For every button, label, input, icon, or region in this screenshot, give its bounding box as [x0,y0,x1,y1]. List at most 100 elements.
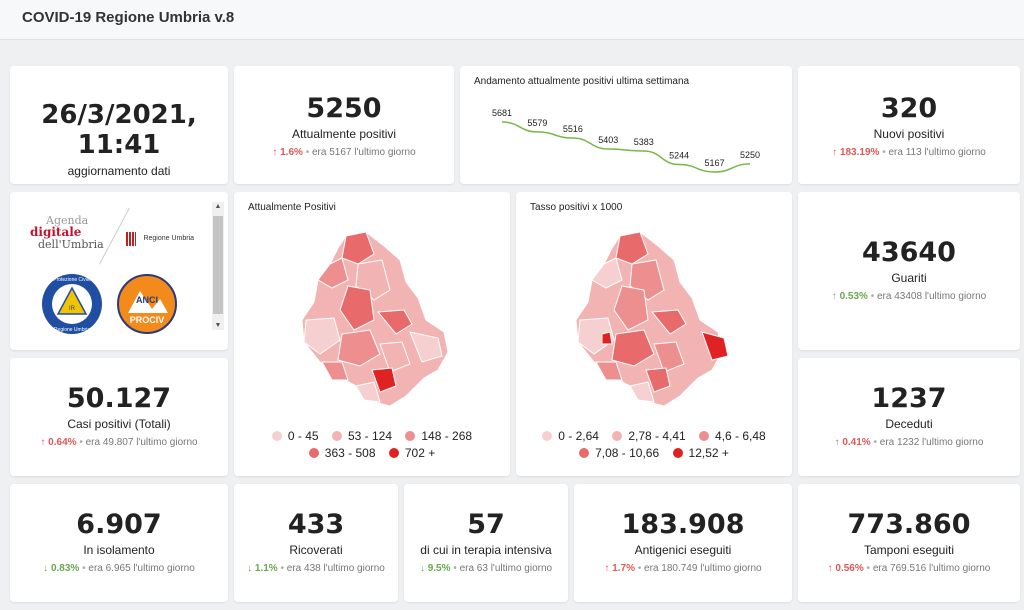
legend-item: 12,52 + [672,445,729,462]
kpi-previous: era 769.516 l'ultimo giorno [872,563,991,574]
arrow-down-icon: ↓ [419,563,425,574]
arrow-up-icon: ↑ [827,563,833,574]
kpi-value: 183.908 [621,509,745,540]
data-label: 5167 [705,158,725,168]
kpi-delta: ↑ 0.53% • era 43408 l'ultimo giorno [798,291,1020,302]
arrow-down-icon: ↓ [43,563,49,574]
kpi-percent: 9.5% [427,563,451,574]
kpi-previous: era 5167 l'ultimo giorno [312,147,416,158]
trend-series-line [501,121,751,173]
scroll-up-icon[interactable]: ▲ [214,203,222,210]
data-label: 5681 [492,108,512,118]
legend-swatch [271,431,282,441]
legend-swatch [672,448,683,458]
kpi-ricoverati: 433 Ricoverati ↓ 1.1% • era 438 l'ultimo… [234,484,398,602]
trend-chart-card: Andamento attualmente positivi ultima se… [460,66,792,184]
arrow-up-icon: ↑ [604,563,610,574]
kpi-label: Antigenici eseguiti [634,543,732,557]
scroll-down-icon[interactable]: ▼ [214,322,222,329]
svg-text:ANCI: ANCI [136,295,158,305]
legend-swatch [699,431,710,441]
kpi-previous: era 49.807 l'ultimo giorno [85,437,198,448]
legend-swatch [388,448,399,458]
update-card: 26/3/2021, 11:41 aggiornamento dati [10,66,228,184]
kpi-label: Casi positivi (Totali) [67,417,171,431]
kpi-deceduti: 1237 Deceduti ↑ 0.41% • era 1232 l'ultim… [798,358,1020,476]
umbria-choropleth-map [301,231,449,407]
map-legend: 0 - 2,64 2,78 - 4,41 4,6 - 6,48 7,08 - 1… [516,428,792,462]
bullet-icon: • [82,563,86,574]
kpi-label: Ricoverati [289,543,343,557]
kpi-guariti: 43640 Guariti ↑ 0.53% • era 43408 l'ulti… [798,192,1020,350]
legend-item: 148 - 268 [405,428,472,445]
arrow-up-icon: ↑ [40,437,46,448]
data-label: 5383 [634,137,654,147]
agenda-digitale-logo: Agenda digitale dell'Umbria [30,214,104,251]
bullet-icon: • [280,563,284,574]
kpi-delta: ↑ 0.41% • era 1232 l'ultimo giorno [798,437,1020,448]
header-bar: COVID-19 Regione Umbria v.8 [0,0,1024,40]
kpi-attualmente-positivi: 5250 Attualmente positivi ↑ 1.6% • era 5… [234,66,454,184]
legend-item: 2,78 - 4,41 [612,428,686,445]
bullet-icon: • [882,147,886,158]
map-tasso-positivi: Tasso positivi x 1000 0 - 2,64 2,78 - 4,… [516,192,792,476]
kpi-terapia-intensiva: 57 di cui in terapia intensiva ↓ 9.5% • … [404,484,568,602]
logos-scrollbar[interactable]: ▲ ▼ [212,202,224,330]
kpi-value: 320 [880,93,938,124]
data-label: 5250 [740,150,760,160]
legend-item: 0 - 45 [271,428,319,445]
kpi-delta: ↑ 1.6% • era 5167 l'ultimo giorno [234,147,454,158]
bullet-icon: • [305,147,310,158]
legend-item: 53 - 124 [331,428,392,445]
kpi-previous: era 180.749 l'ultimo giorno [644,563,762,574]
scrollbar-thumb[interactable] [213,216,223,314]
kpi-percent: 1.1% [254,563,278,574]
legend-item: 702 + [388,445,435,462]
data-label: 5516 [563,124,583,134]
arrow-down-icon: ↓ [247,563,253,574]
kpi-casi-totali: 50.127 Casi positivi (Totali) ↑ 0.64% • … [10,358,228,476]
kpi-percent: 0.83% [50,563,80,574]
regione-crest-icon [126,231,136,246]
kpi-percent: 1.7% [612,563,635,574]
kpi-previous: era 113 l'ultimo giorno [888,147,986,158]
regione-umbria-logo: Regione Umbria [126,230,216,246]
map-attualmente-positivi: Attualmente Positivi 0 - 45 53 - 124 148… [234,192,510,476]
legend-item: 4,6 - 6,48 [699,428,766,445]
data-label: 5403 [598,135,618,145]
kpi-value: 43640 [862,237,956,268]
legend-swatch [405,431,416,441]
kpi-label: Deceduti [885,417,933,431]
arrow-up-icon: ↑ [834,437,840,448]
kpi-label: di cui in terapia intensiva [420,543,552,557]
kpi-percent: 0.41% [842,437,871,448]
svg-text:Protezione Civile: Protezione Civile [53,277,91,283]
kpi-nuovi-positivi: 320 Nuovi positivi ↑ 183.19% • era 113 l… [798,66,1020,184]
bullet-icon: • [866,563,871,574]
kpi-percent: 183.19% [839,147,880,158]
kpi-value: 773.860 [847,509,971,540]
protezione-civile-logo: IR Protezione Civile Regione Umbria [42,274,102,334]
kpi-value: 50.127 [66,383,172,414]
legend-swatch [542,431,553,441]
kpi-previous: era 43408 l'ultimo giorno [877,291,987,302]
kpi-value: 57 [467,509,505,540]
arrow-up-icon: ↑ [832,147,838,158]
kpi-isolamento: 6.907 In isolamento ↓ 0.83% • era 6.965 … [10,484,228,602]
kpi-antigenici: 183.908 Antigenici eseguiti ↑ 1.7% • era… [574,484,792,602]
update-datetime: 26/3/2021, 11:41 [41,100,197,160]
trend-line-chart: 5681 5579 5516 5403 5383 5244 5167 5250 [492,108,760,173]
kpi-delta: ↑ 183.19% • era 113 l'ultimo giorno [798,147,1020,158]
update-label: aggiornamento dati [67,164,171,178]
logos-card: Agenda digitale dell'Umbria Regione Umbr… [10,192,228,350]
kpi-percent: 0.53% [839,291,868,302]
kpi-previous: era 438 l'ultimo giorno [286,563,385,574]
umbria-choropleth-map [575,231,729,407]
data-label: 5579 [527,118,547,128]
kpi-value: 6.907 [76,509,162,540]
kpi-label: Tamponi eseguiti [863,543,955,557]
svg-text:IR: IR [69,306,76,312]
kpi-value: 5250 [306,93,382,124]
kpi-delta: ↑ 0.56% • era 769.516 l'ultimo giorno [798,563,1020,574]
anci-prociv-logo: ANCI PROCIV [117,274,177,334]
